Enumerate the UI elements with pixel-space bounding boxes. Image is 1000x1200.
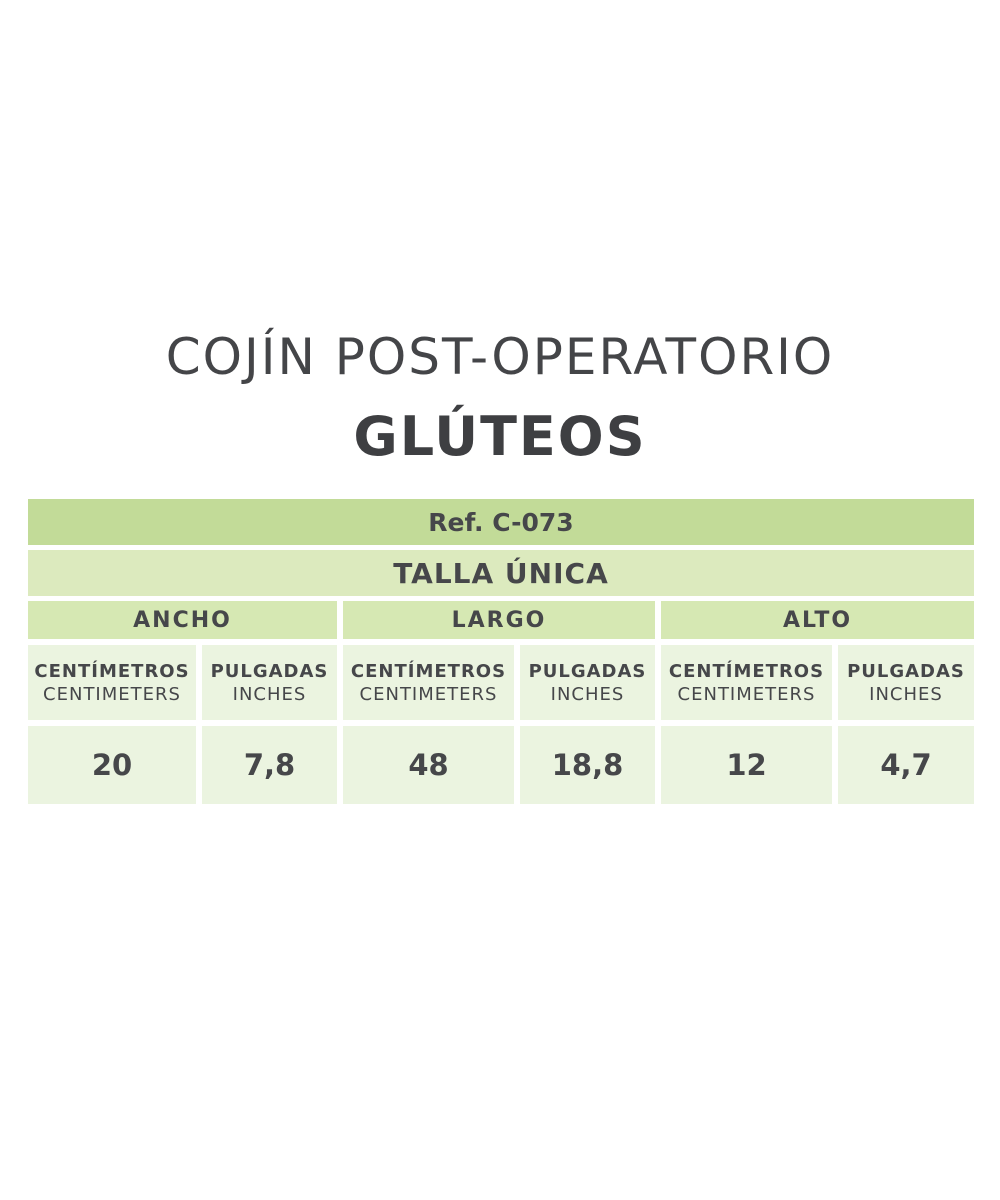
value-cell: 48	[343, 726, 514, 804]
value-cell: 12	[661, 726, 832, 804]
group-header: ALTO	[661, 601, 974, 639]
unit-label-en: INCHES	[232, 683, 307, 705]
value-cell: 20	[28, 726, 196, 804]
title-line-1: COJÍN POST-OPERATORIO	[165, 328, 835, 386]
unit-label-es: PULGADAS	[847, 660, 965, 682]
unit-label-es: PULGADAS	[210, 660, 329, 682]
unit-label-es: CENTÍMETROS	[350, 660, 507, 682]
size-row: TALLA ÚNICA	[28, 550, 974, 596]
value-cell: 18,8	[520, 726, 655, 804]
ref-row: Ref. C-073	[28, 499, 974, 545]
unit-header: PULGADAS INCHES	[838, 645, 974, 720]
unit-header: PULGADAS INCHES	[202, 645, 337, 720]
unit-label-en: INCHES	[869, 683, 943, 705]
unit-header: PULGADAS INCHES	[520, 645, 655, 720]
unit-header: CENTÍMETROS CENTIMETERS	[28, 645, 196, 720]
unit-label-es: CENTÍMETROS	[668, 660, 825, 682]
value-cell: 7,8	[202, 726, 337, 804]
value-cell: 4,7	[838, 726, 974, 804]
group-header: ANCHO	[28, 601, 337, 639]
unit-header: CENTÍMETROS CENTIMETERS	[661, 645, 832, 720]
unit-label-en: CENTIMETERS	[43, 683, 181, 705]
unit-label-es: CENTÍMETROS	[34, 660, 190, 682]
group-header: LARGO	[343, 601, 655, 639]
title-line-2: GLÚTEOS	[353, 405, 647, 468]
unit-label-es: PULGADAS	[528, 660, 647, 682]
unit-label-en: INCHES	[550, 683, 625, 705]
unit-header: CENTÍMETROS CENTIMETERS	[343, 645, 514, 720]
unit-label-en: CENTIMETERS	[677, 683, 816, 705]
unit-label-en: CENTIMETERS	[359, 683, 498, 705]
